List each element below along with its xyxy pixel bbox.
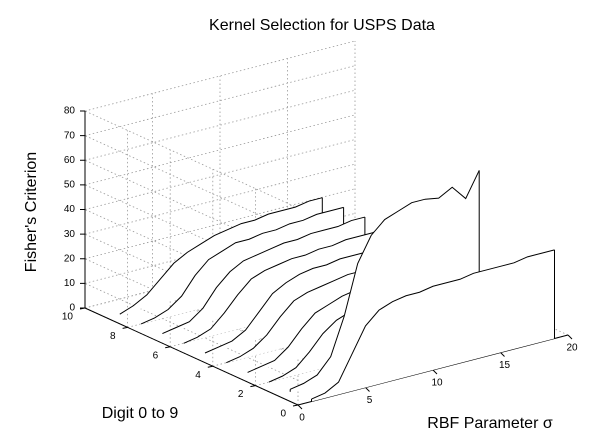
curve-fill (311, 249, 555, 402)
grid-line (84, 135, 299, 233)
y-tick-label: 10 (62, 312, 74, 323)
curve (140, 206, 344, 325)
grid-line (84, 184, 299, 283)
grid-line (84, 163, 356, 235)
curve (183, 226, 387, 344)
z-tick-label: 0 (69, 303, 75, 314)
z-tick-label: 60 (64, 155, 76, 166)
z-tick-label: 80 (64, 106, 76, 117)
x-tick (432, 369, 438, 375)
x-tick-label: 15 (499, 360, 511, 371)
x-tick (297, 404, 303, 410)
curve (162, 216, 366, 335)
y-tick (207, 365, 213, 368)
x-tick-label: 5 (367, 395, 373, 406)
x-tick (500, 352, 505, 357)
chart-title: Kernel Selection for USPS Data (209, 17, 435, 34)
x-tick-label: 20 (566, 343, 578, 354)
grid-line (84, 159, 299, 258)
y-tick (250, 385, 256, 388)
y-tick-label: 2 (238, 389, 244, 400)
curve (289, 170, 480, 390)
x-axis-label: RBF Parameter σ (427, 415, 553, 432)
z-tick-label: 70 (64, 130, 76, 141)
x-tick (567, 334, 573, 340)
z-tick-label: 20 (64, 253, 76, 264)
y-tick (292, 404, 299, 407)
grid-line (84, 139, 356, 210)
x-tick-label: 0 (299, 413, 305, 424)
grid-line (84, 89, 356, 161)
z-axis-label: Fisher's Criterion (23, 152, 40, 272)
grid-line (84, 114, 356, 186)
z-tick-label: 50 (64, 180, 76, 191)
y-tick-label: 4 (195, 370, 201, 381)
y-tick-label: 0 (280, 409, 286, 420)
y-tick (122, 326, 128, 329)
z-tick-label: 40 (64, 204, 76, 215)
y-axis-label: Digit 0 to 9 (102, 405, 179, 422)
grid-line (84, 65, 356, 137)
z-tick-label: 30 (64, 229, 76, 240)
z-tick-label: 10 (64, 278, 76, 289)
grid-line (84, 110, 299, 209)
x-tick-label: 10 (431, 378, 443, 389)
y-tick-label: 8 (110, 331, 116, 342)
grid-line (84, 283, 299, 381)
y-tick-label: 6 (153, 350, 159, 361)
y-tick (165, 346, 171, 349)
curve (311, 249, 555, 400)
curve (119, 197, 323, 315)
grid-line (84, 40, 356, 112)
y-axis (84, 307, 299, 406)
x-tick (365, 387, 370, 392)
